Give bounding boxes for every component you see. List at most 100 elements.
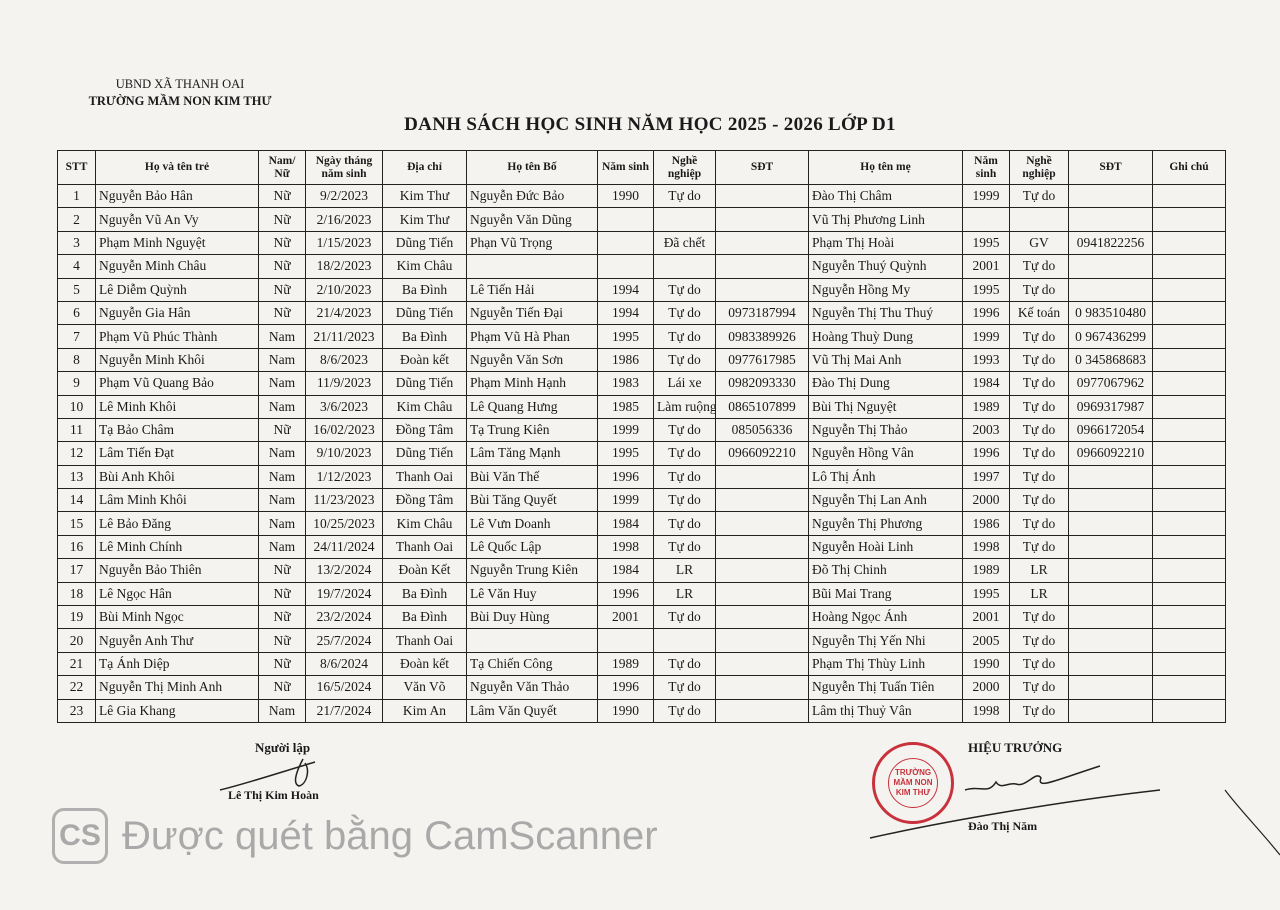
cell-mother-phone (1068, 698, 1153, 723)
cell-mother-birth-year: 1993 (962, 347, 1010, 373)
cell-child-name: Lê Gia Khang (95, 698, 259, 723)
cell-mother-name: Bùi Thị Nguyệt (808, 394, 963, 419)
cell-father-birth-year: 1995 (597, 324, 654, 349)
preparer-title: Người lập (255, 740, 311, 755)
cell-mother-birth-year: 1989 (962, 394, 1010, 419)
cell-father-name (466, 628, 598, 653)
cell-mother-birth-year: 1998 (962, 534, 1010, 560)
cell-mother-name: Nguyễn Thị Tuấn Tiên (808, 675, 963, 700)
cell-address: Đoàn Kết (382, 558, 467, 583)
cell-father-birth-year: 1999 (597, 488, 654, 513)
cell-child-name: Nguyễn Thị Minh Anh (95, 675, 259, 700)
cell-address: Kim An (382, 698, 467, 723)
cell-father-occupation: Tự do (653, 300, 716, 326)
cell-father-birth-year: 1994 (597, 277, 654, 302)
cell-gender: Nữ (258, 277, 306, 302)
cell-mother-birth-year: 2001 (962, 605, 1010, 630)
cell-father-name: Lê Quang Hưng (466, 394, 598, 419)
cell-father-occupation (653, 207, 716, 232)
cell-mother-name: Phạm Thị Hoài (808, 230, 963, 256)
table-row: 10 Lê Minh Khôi Nam 3/6/2023 Kim Châu Lê Quan… (57, 394, 1226, 419)
cell-father-occupation: Tự do (653, 277, 716, 302)
cell-child-name: Nguyễn Vũ An Vy (95, 207, 259, 232)
cell-father-occupation: Lái xe (653, 371, 716, 396)
cell-mother-birth-year: 1996 (962, 441, 1010, 466)
cell-mother-phone (1068, 628, 1153, 653)
cell-address: Ba Đình (382, 605, 467, 630)
cell-father-birth-year: 1989 (597, 651, 654, 677)
cell-child-name: Tạ Bảo Châm (95, 417, 259, 443)
cell-gender: Nam (258, 371, 306, 396)
cell-child-name: Lê Minh Chính (95, 534, 259, 560)
cell-father-birth-year: 1990 (597, 183, 654, 209)
cell-father-birth-year: 1999 (597, 417, 654, 443)
cell-child-name: Phạm Vũ Phúc Thành (95, 324, 259, 349)
cell-child-name: Lâm Tiến Đạt (95, 441, 259, 466)
cell-mother-phone (1068, 464, 1153, 490)
cell-gender: Nữ (258, 254, 306, 279)
cell-stt: 8 (57, 347, 96, 373)
cell-address: Đồng Tâm (382, 488, 467, 513)
cell-address: Đồng Tâm (382, 417, 467, 443)
cell-father-phone (715, 581, 809, 607)
cell-mother-birth-year: 1990 (962, 651, 1010, 677)
cell-note (1152, 534, 1226, 560)
cell-father-name: Tạ Trung Kiên (466, 417, 598, 443)
cell-mother-phone (1068, 534, 1153, 560)
cell-child-name: Lê Bảo Đăng (95, 511, 259, 536)
table-row: 21 Tạ Ánh Diệp Nữ 8/6/2024 Đoàn kết Tạ Chiến … (57, 651, 1226, 677)
table-row: 18 Lê Ngọc Hân Nữ 19/7/2024 Ba Đình Lê Văn Hu… (57, 581, 1226, 607)
cell-father-birth-year: 1995 (597, 441, 654, 466)
table-header-row: STT Họ và tên trẻ Nam/ Nữ Ngày tháng năm si… (57, 150, 1226, 185)
cell-father-birth-year: 1996 (597, 464, 654, 490)
cell-birth-date: 18/2/2023 (305, 254, 383, 279)
cell-father-occupation: Tự do (653, 534, 716, 560)
cell-address: Dũng Tiến (382, 371, 467, 396)
table-row: 11 Tạ Bảo Châm Nữ 16/02/2023 Đồng Tâm Tạ Trun… (57, 417, 1226, 443)
cell-mother-birth-year: 1996 (962, 300, 1010, 326)
cell-mother-phone (1068, 511, 1153, 536)
cell-child-name: Nguyễn Bảo Thiên (95, 558, 259, 583)
cell-birth-date: 8/6/2023 (305, 347, 383, 373)
cell-mother-birth-year: 1995 (962, 230, 1010, 256)
cell-mother-name: Phạm Thị Thùy Linh (808, 651, 963, 677)
cell-address: Thanh Oai (382, 534, 467, 560)
cell-address: Dũng Tiến (382, 441, 467, 466)
cell-birth-date: 24/11/2024 (305, 534, 383, 560)
cell-mother-birth-year: 2000 (962, 488, 1010, 513)
cell-mother-phone (1068, 488, 1153, 513)
cell-father-name: Lâm Văn Quyết (466, 698, 598, 723)
cell-father-name (466, 254, 598, 279)
cell-mother-phone: 0 345868683 (1068, 347, 1153, 373)
cell-stt: 4 (57, 254, 96, 279)
cell-mother-occupation: Tự do (1009, 371, 1069, 396)
cell-father-phone (715, 254, 809, 279)
cell-mother-occupation: Tự do (1009, 488, 1069, 513)
cell-mother-phone: 0977067962 (1068, 371, 1153, 396)
cell-stt: 10 (57, 394, 96, 419)
cell-note (1152, 371, 1226, 396)
cell-mother-occupation: Tự do (1009, 277, 1069, 302)
table-row: 13 Bùi Anh Khôi Nam 1/12/2023 Thanh Oai Bùi V… (57, 464, 1226, 490)
cell-child-name: Bùi Minh Ngọc (95, 605, 259, 630)
cell-address: Kim Châu (382, 254, 467, 279)
table-row: 12 Lâm Tiến Đạt Nam 9/10/2023 Dũng Tiến Lâm … (57, 441, 1226, 466)
table-row: 20 Nguyễn Anh Thư Nữ 25/7/2024 Thanh Oai Nguy… (57, 628, 1226, 653)
cell-child-name: Nguyễn Gia Hân (95, 300, 259, 326)
cell-mother-birth-year: 2005 (962, 628, 1010, 653)
cell-father-birth-year (597, 628, 654, 653)
cell-father-phone: 0865107899 (715, 394, 809, 419)
cell-father-occupation (653, 254, 716, 279)
table-row: 14 Lâm Minh Khôi Nam 11/23/2023 Đồng Tâm Bùi … (57, 488, 1226, 513)
organization-header: UBND XÃ THANH OAI TRƯỜNG MẦM NON KIM THƯ (70, 76, 290, 110)
table-row: 9 Phạm Vũ Quang Bảo Nam 11/9/2023 Dũng Tiến P… (57, 371, 1226, 396)
cell-gender: Nam (258, 441, 306, 466)
cell-note (1152, 675, 1226, 700)
cell-father-name: Bùi Duy Hùng (466, 605, 598, 630)
cell-mother-phone (1068, 581, 1153, 607)
cell-stt: 5 (57, 277, 96, 302)
cell-father-occupation: LR (653, 581, 716, 607)
cell-note (1152, 300, 1226, 326)
cell-birth-date: 16/02/2023 (305, 417, 383, 443)
cell-gender: Nam (258, 534, 306, 560)
